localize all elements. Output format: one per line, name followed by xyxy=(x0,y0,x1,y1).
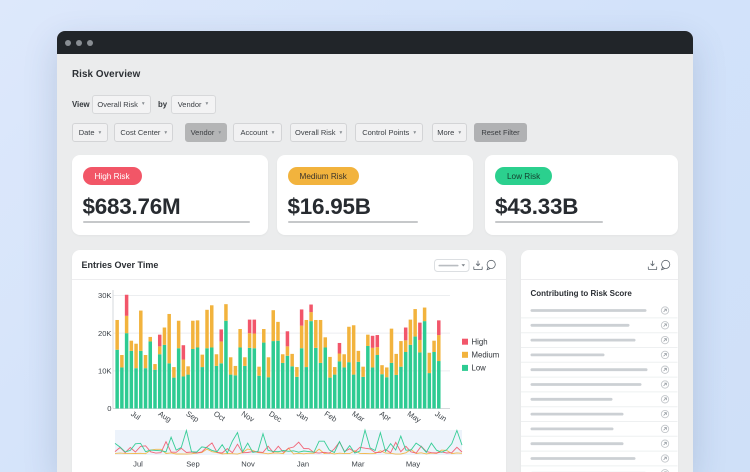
svg-text:20K: 20K xyxy=(98,329,112,338)
svg-text:Nov: Nov xyxy=(241,460,255,469)
svg-text:Jul: Jul xyxy=(129,409,142,422)
svg-text:10K: 10K xyxy=(98,366,112,375)
svg-text:Low: Low xyxy=(472,364,487,373)
svg-text:Jun: Jun xyxy=(433,409,448,423)
svg-text:May: May xyxy=(406,409,423,424)
svg-text:Aug: Aug xyxy=(157,409,173,424)
svg-text:Feb: Feb xyxy=(323,409,339,424)
svg-text:May: May xyxy=(406,460,421,469)
svg-text:High: High xyxy=(472,337,488,346)
svg-text:Mar: Mar xyxy=(351,460,365,469)
svg-text:0: 0 xyxy=(107,404,111,413)
svg-text:Dec: Dec xyxy=(267,409,283,424)
svg-text:Apr: Apr xyxy=(378,409,393,423)
svg-text:Sep: Sep xyxy=(186,460,200,469)
svg-text:30K: 30K xyxy=(98,291,112,300)
svg-text:Jan: Jan xyxy=(295,409,310,423)
svg-text:Mar: Mar xyxy=(350,409,366,424)
svg-text:Sep: Sep xyxy=(184,409,200,424)
svg-text:Oct: Oct xyxy=(212,409,228,423)
svg-text:Medium: Medium xyxy=(472,350,500,359)
svg-text:Jan: Jan xyxy=(297,460,309,469)
svg-text:Nov: Nov xyxy=(240,409,256,424)
svg-text:Jul: Jul xyxy=(133,460,143,469)
